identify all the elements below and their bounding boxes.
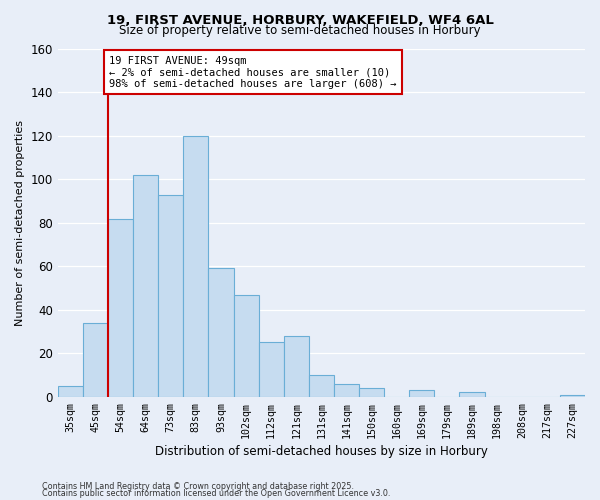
Text: 19, FIRST AVENUE, HORBURY, WAKEFIELD, WF4 6AL: 19, FIRST AVENUE, HORBURY, WAKEFIELD, WF…: [107, 14, 493, 27]
Bar: [409, 390, 434, 396]
Bar: [359, 388, 384, 396]
Bar: [334, 384, 359, 396]
Bar: [208, 268, 233, 396]
Text: 19 FIRST AVENUE: 49sqm
← 2% of semi-detached houses are smaller (10)
98% of semi: 19 FIRST AVENUE: 49sqm ← 2% of semi-deta…: [109, 56, 397, 88]
Bar: [158, 194, 184, 396]
Bar: [460, 392, 485, 396]
Text: Size of property relative to semi-detached houses in Horbury: Size of property relative to semi-detach…: [119, 24, 481, 37]
Bar: [108, 218, 133, 396]
Bar: [184, 136, 208, 396]
Bar: [259, 342, 284, 396]
X-axis label: Distribution of semi-detached houses by size in Horbury: Distribution of semi-detached houses by …: [155, 444, 488, 458]
Y-axis label: Number of semi-detached properties: Number of semi-detached properties: [15, 120, 25, 326]
Text: Contains public sector information licensed under the Open Government Licence v3: Contains public sector information licen…: [42, 490, 391, 498]
Bar: [83, 323, 108, 396]
Bar: [309, 375, 334, 396]
Bar: [560, 394, 585, 396]
Text: Contains HM Land Registry data © Crown copyright and database right 2025.: Contains HM Land Registry data © Crown c…: [42, 482, 354, 491]
Bar: [284, 336, 309, 396]
Bar: [133, 175, 158, 396]
Bar: [58, 386, 83, 396]
Bar: [233, 294, 259, 396]
